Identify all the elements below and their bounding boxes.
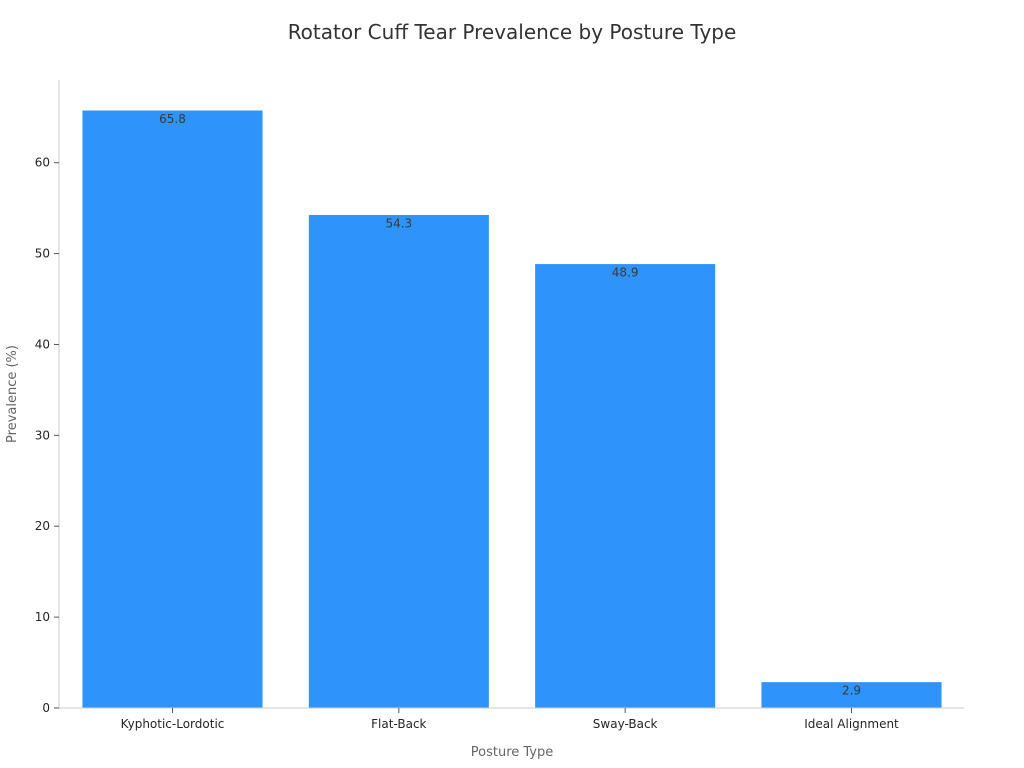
bar-sway-back (534, 263, 717, 709)
data-labels-group: 65.8 54.3 48.9 2.9 (159, 112, 861, 698)
y-tick-label: 20 (35, 519, 50, 533)
x-axis-ticks: Kyphotic-Lordotic Flat-Back Sway-Back Ideal… (121, 708, 899, 731)
bar-ideal-alignment (760, 681, 943, 709)
data-label: 48.9 (612, 266, 639, 280)
y-tick-label: 0 (42, 701, 50, 715)
x-tick-label: Flat-Back (371, 717, 426, 731)
chart-title: Rotator Cuff Tear Prevalence by Posture … (288, 20, 737, 44)
bar-kyphotic-lordotic (81, 109, 264, 709)
y-tick-label: 40 (35, 337, 50, 351)
data-label: 2.9 (842, 684, 861, 698)
y-tick-label: 30 (35, 428, 50, 442)
x-tick-label: Sway-Back (593, 717, 658, 731)
x-tick-label: Kyphotic-Lordotic (121, 717, 225, 731)
y-tick-label: 60 (35, 156, 50, 170)
bars-group (81, 109, 943, 709)
x-axis-label: Posture Type (471, 745, 554, 760)
y-tick-label: 50 (35, 247, 50, 261)
data-label: 54.3 (385, 217, 412, 231)
data-label: 65.8 (159, 112, 186, 126)
y-axis-ticks: 0 10 20 30 40 50 60 (35, 156, 59, 715)
y-axis-label: Prevalence (%) (5, 345, 20, 443)
bar-flat-back (307, 214, 490, 709)
y-tick-label: 10 (35, 610, 50, 624)
x-tick-label: Ideal Alignment (804, 717, 899, 731)
